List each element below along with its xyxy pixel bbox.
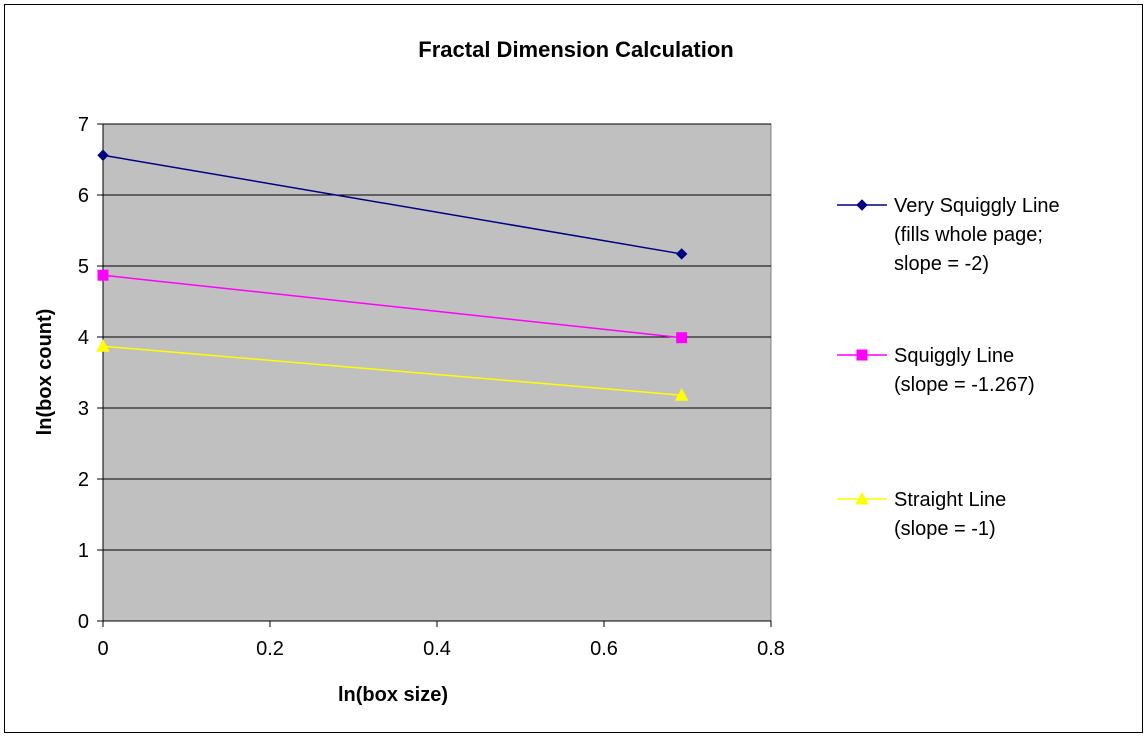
chart-title: Fractal Dimension Calculation xyxy=(418,37,733,62)
x-tick-label: 0.6 xyxy=(590,638,618,660)
y-tick-label: 7 xyxy=(78,114,89,136)
y-tick-label: 1 xyxy=(78,540,89,562)
series-line xyxy=(102,345,682,396)
legend: Very Squiggly Line (fills whole page; slop… xyxy=(837,195,1060,540)
plot-area: 0 1 2 3 4 5 6 7 0 0.2 0.4 0.6 0.8 xyxy=(78,114,785,660)
legend-entry-text: Straight Line xyxy=(894,489,1006,511)
legend-marker xyxy=(855,491,869,505)
legend-entry-text: (slope = -1.267) xyxy=(894,374,1035,396)
data-point xyxy=(96,339,110,352)
y-tick-label: 6 xyxy=(78,185,89,207)
legend-marker xyxy=(856,349,868,361)
legend-entry-text: Very Squiggly Line xyxy=(894,195,1060,217)
y-tick-label: 0 xyxy=(78,611,89,633)
series-line xyxy=(102,154,682,255)
data-point xyxy=(676,332,688,344)
legend-entry-text: Squiggly Line xyxy=(894,345,1014,367)
legend-entry-text: (fills whole page; xyxy=(894,224,1043,246)
y-tick-label: 4 xyxy=(78,327,89,349)
y-tick-label: 3 xyxy=(78,398,89,420)
data-point xyxy=(674,388,689,401)
y-axis-label: ln(box count) xyxy=(34,309,56,436)
data-point xyxy=(97,269,109,281)
legend-marker xyxy=(856,199,868,211)
x-tick-label: 0 xyxy=(97,638,108,660)
x-tick-label: 0.4 xyxy=(423,638,451,660)
x-tick-label: 0.2 xyxy=(256,638,284,660)
plot-background xyxy=(102,123,772,622)
x-tick-label: 0.8 xyxy=(757,638,785,660)
series-line xyxy=(102,274,682,339)
legend-entry-text: (slope = -1) xyxy=(894,518,996,540)
data-point xyxy=(675,248,688,260)
x-axis-label: ln(box size) xyxy=(338,684,448,706)
legend-entry-text: slope = -2) xyxy=(894,253,989,275)
y-tick-label: 5 xyxy=(78,256,89,278)
data-point xyxy=(97,149,109,161)
y-tick-label: 2 xyxy=(78,469,89,491)
